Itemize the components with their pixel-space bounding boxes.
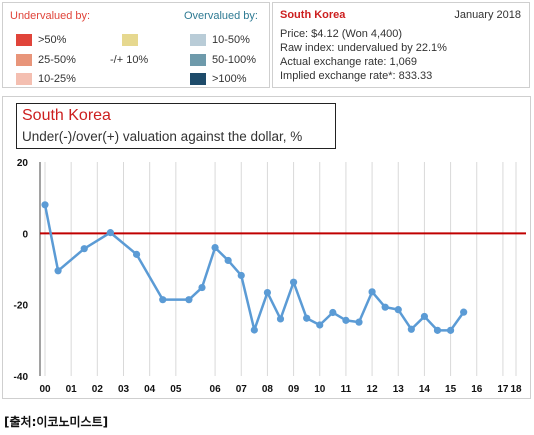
y-tick--20: -20 bbox=[14, 301, 29, 312]
legend-label-under-25-50: 25-50% bbox=[38, 54, 76, 66]
data-point-2 bbox=[80, 245, 88, 253]
x-tick-18: 18 bbox=[510, 384, 522, 395]
x-tick-04: 04 bbox=[144, 384, 156, 395]
grid-lines bbox=[44, 162, 517, 376]
data-point-7 bbox=[198, 283, 206, 292]
data-point-13 bbox=[276, 315, 285, 323]
x-tick-14: 14 bbox=[419, 384, 431, 395]
x-tick-08: 08 bbox=[262, 384, 274, 395]
x-tick-labels: 00 01 02 03 04 05 06 07 08 09 10 11 12 13 14 15 16 17 18 bbox=[39, 384, 522, 395]
legend-panel: Undervalued by: Overvalued by: >50% 25-5… bbox=[2, 2, 270, 88]
x-tick-03: 03 bbox=[118, 384, 130, 395]
x-tick-16: 16 bbox=[471, 384, 483, 395]
x-tick-15: 15 bbox=[445, 384, 457, 395]
data-point-18 bbox=[342, 316, 350, 324]
data-point-1 bbox=[54, 267, 62, 275]
legend-label-over-50-100: 50-100% bbox=[212, 54, 257, 66]
info-raw-index: Raw index: undervalued by 22.1% bbox=[280, 42, 447, 54]
series-line bbox=[43, 204, 465, 332]
x-tick-12: 12 bbox=[367, 384, 379, 395]
data-point-21 bbox=[381, 303, 389, 311]
x-tick-09: 09 bbox=[288, 384, 300, 395]
data-point-11 bbox=[250, 326, 258, 334]
y-tick-20: 20 bbox=[17, 158, 29, 169]
x-tick-11: 11 bbox=[341, 384, 352, 395]
x-tick-02: 02 bbox=[92, 384, 104, 395]
data-point-12 bbox=[263, 288, 272, 297]
x-tick-00: 00 bbox=[39, 384, 51, 395]
legend-label-over-10-50: 10-50% bbox=[212, 34, 250, 46]
x-tick-13: 13 bbox=[393, 384, 405, 395]
legend-swatch-over-100 bbox=[190, 73, 206, 85]
x-tick-10: 10 bbox=[314, 384, 326, 395]
data-point-26 bbox=[446, 326, 455, 334]
info-date: January 2018 bbox=[454, 9, 521, 21]
info-actual-rate: Actual exchange rate: 1,069 bbox=[280, 56, 417, 68]
data-point-24 bbox=[420, 312, 429, 321]
data-point-19 bbox=[355, 318, 363, 326]
data-point-3 bbox=[106, 229, 115, 237]
legend-swatch-under-50 bbox=[16, 34, 32, 46]
y-tick--40: -40 bbox=[14, 372, 29, 383]
data-point-4 bbox=[132, 250, 141, 258]
x-tick-01: 01 bbox=[66, 384, 78, 395]
x-tick-06: 06 bbox=[210, 384, 222, 395]
x-tick-07: 07 bbox=[236, 384, 248, 395]
data-point-15 bbox=[303, 314, 311, 322]
x-tick-17: 17 bbox=[497, 384, 509, 395]
legend-swatch-neutral bbox=[122, 34, 138, 46]
legend-label-under-50: >50% bbox=[38, 34, 67, 46]
data-point-20 bbox=[368, 288, 376, 296]
data-point-6 bbox=[185, 296, 193, 304]
info-implied-rate: Implied exchange rate*: 833.33 bbox=[280, 70, 433, 82]
overvalued-heading: Overvalued by: bbox=[184, 10, 258, 22]
data-point-27 bbox=[460, 308, 468, 316]
data-point-14 bbox=[289, 278, 298, 286]
legend-swatch-over-50-100 bbox=[190, 54, 206, 66]
data-point-23 bbox=[407, 325, 415, 333]
data-point-22 bbox=[394, 306, 402, 314]
data-point-9 bbox=[224, 256, 232, 265]
legend-label-over-100: >100% bbox=[212, 73, 247, 85]
chart-panel bbox=[2, 96, 531, 399]
source-note: [출처:이코노미스트] bbox=[4, 415, 109, 429]
data-point-8 bbox=[211, 244, 219, 252]
series-points bbox=[41, 201, 468, 334]
info-price: Price: $4.12 (Won 4,400) bbox=[280, 28, 403, 40]
legend-swatch-under-10-25 bbox=[16, 73, 32, 85]
chart-title: South Korea bbox=[22, 107, 111, 124]
y-tick-0: 0 bbox=[22, 229, 28, 240]
data-point-16 bbox=[316, 321, 324, 329]
chart-title-box: South Korea Under(-)/over(+) valuation a… bbox=[16, 103, 336, 149]
info-panel: South Korea January 2018 Price: $4.12 (W… bbox=[272, 2, 530, 88]
data-point-5 bbox=[159, 296, 167, 304]
x-tick-05: 05 bbox=[170, 384, 182, 395]
info-country: South Korea bbox=[280, 9, 346, 21]
legend-label-under-10-25: 10-25% bbox=[38, 73, 76, 85]
legend-swatch-under-25-50 bbox=[16, 54, 32, 66]
legend-swatch-over-10-50 bbox=[190, 34, 206, 46]
data-point-17 bbox=[329, 308, 337, 317]
legend-label-neutral: -/+ 10% bbox=[110, 54, 149, 66]
data-point-25 bbox=[433, 326, 442, 334]
chart-subtitle: Under(-)/over(+) valuation against the d… bbox=[22, 129, 303, 144]
y-tick-labels: 20 0 -20 -40 bbox=[14, 158, 29, 383]
undervalued-heading: Undervalued by: bbox=[10, 10, 91, 22]
data-point-10 bbox=[237, 271, 245, 280]
data-point-0 bbox=[41, 201, 49, 209]
